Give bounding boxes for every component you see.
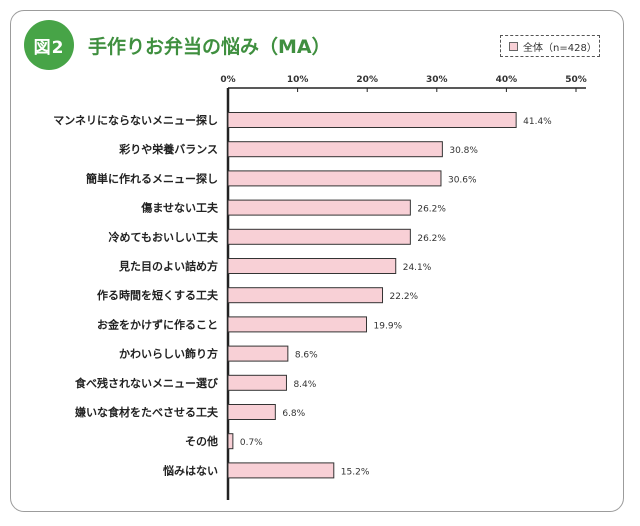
bar [227, 374, 287, 391]
bar [227, 258, 397, 274]
data-label: 19.9% [374, 321, 403, 331]
category-label: お金をかけずに作ること [97, 317, 218, 331]
category-label: かわいらしい飾り方 [119, 347, 218, 361]
data-label: 6.8% [282, 409, 305, 419]
data-label: 26.2% [417, 234, 446, 244]
bar [227, 228, 411, 245]
bar [227, 462, 335, 479]
category-label: 見た目のよい詰め方 [118, 259, 218, 273]
bar [227, 287, 384, 304]
data-label: 22.2% [390, 292, 419, 302]
bar [227, 345, 289, 362]
data-label: 8.4% [293, 380, 316, 390]
x-tick-label: 10% [287, 75, 309, 85]
legend-label: 全体（n=428） [523, 42, 597, 54]
bar [227, 199, 411, 216]
data-label: 0.7% [240, 438, 263, 448]
data-label: 30.6% [448, 175, 477, 185]
category-label: 冷めてもおいしい工夫 [109, 230, 219, 244]
category-label: 傷ませない工夫 [140, 201, 219, 215]
legend: 全体（n=428） [500, 35, 600, 57]
category-label: 嫌いな食材をたべさせる工夫 [74, 405, 219, 419]
data-label: 41.4% [523, 117, 552, 127]
figure-badge: 図2 [24, 20, 74, 70]
category-label: 作る時間を短くする工夫 [97, 288, 219, 302]
bar [227, 112, 517, 128]
category-label: 悩みはない [162, 463, 218, 477]
x-tick-label: 40% [496, 75, 518, 85]
bar [227, 170, 442, 187]
bar [227, 141, 443, 158]
category-label: 簡単に作れるメニュー探し [86, 171, 218, 185]
bar [227, 316, 368, 333]
legend-swatch [509, 41, 518, 51]
category-label: マンネリにならないメニュー探し [53, 113, 218, 127]
category-label: その他 [185, 434, 218, 448]
data-label: 8.6% [295, 351, 318, 361]
bar [227, 433, 234, 450]
data-label: 26.2% [417, 205, 446, 215]
data-label: 30.8% [449, 146, 478, 156]
data-label: 24.1% [403, 263, 432, 273]
category-label: 食べ残されないメニュー選び [75, 376, 219, 390]
bar [227, 404, 276, 420]
x-tick-label: 0% [220, 75, 235, 85]
chart-title: 手作りお弁当の悩み（MA） [88, 36, 331, 58]
x-tick-label: 30% [426, 75, 448, 85]
data-label: 15.2% [341, 467, 370, 477]
x-tick-label: 50% [565, 75, 587, 85]
x-tick-label: 20% [356, 75, 378, 85]
category-label: 彩りや栄養バランス [118, 142, 218, 156]
